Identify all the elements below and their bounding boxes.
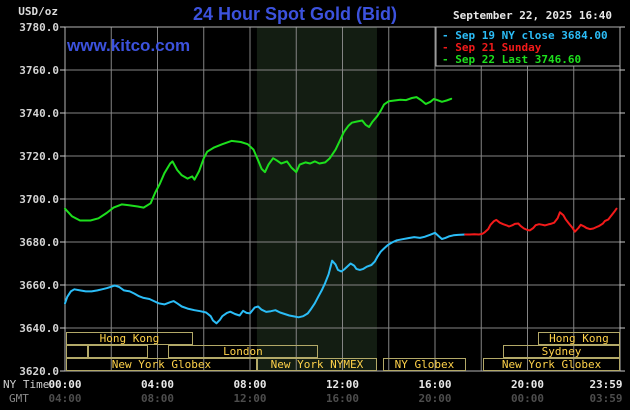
legend-item: - Sep 19 NY close 3684.00 xyxy=(442,29,608,42)
ny-time-tick: 23:59 xyxy=(589,378,623,391)
gmt-tick: 00:00 xyxy=(510,392,545,405)
legend-item: - Sep 22 Last 3746.60 xyxy=(442,53,582,66)
gmt-tick: 12:00 xyxy=(233,392,267,405)
legend-box xyxy=(435,26,621,67)
session-box-new-york-globex: New York Globex xyxy=(65,358,257,371)
legend-item: - Sep 21 Sunday xyxy=(442,41,542,54)
session-label: NY Globex xyxy=(394,358,455,371)
gmt-tick: 16:00 xyxy=(325,392,360,405)
chart-datetime: September 22, 2025 16:40 xyxy=(453,9,612,22)
session-box-london: London xyxy=(167,345,318,358)
session-label: Hong Kong xyxy=(549,332,609,345)
price-line-sep-19-ny-close xyxy=(64,231,467,325)
session-label: New York Globex xyxy=(501,358,602,371)
ny-time-axis-label: NY Time xyxy=(3,378,50,391)
session-box-new-york-globex: New York Globex xyxy=(483,358,620,371)
gmt-tick: 03:59 xyxy=(589,392,623,405)
gmt-tick: 20:00 xyxy=(418,392,452,405)
page-title: 24 Hour Spot Gold (Bid) xyxy=(193,4,397,24)
price-line-sep-22-last xyxy=(64,96,453,222)
session-label: New York NYMEX xyxy=(270,358,364,371)
y-axis-label: 3760.0 xyxy=(19,64,59,77)
kitco-watermark-link[interactable]: www.kitco.com xyxy=(67,36,191,55)
gmt-tick: 04:00 xyxy=(48,392,82,405)
session-box-ny-globex: NY Globex xyxy=(382,358,466,371)
session-box-empty xyxy=(65,345,88,358)
y-axis-label: 3780.0 xyxy=(19,21,59,34)
y-axis-label: 3640.0 xyxy=(19,322,59,335)
y-axis-units-label: USD/oz xyxy=(18,5,58,18)
y-axis-label: 3740.0 xyxy=(19,107,59,120)
ny-time-tick: 12:00 xyxy=(325,378,360,391)
gmt-tick: 08:00 xyxy=(140,392,175,405)
session-label: Sydney xyxy=(541,345,582,358)
ny-time-tick: 04:00 xyxy=(140,378,175,391)
session-box-hong-kong: Hong Kong xyxy=(537,332,620,345)
y-axis-label: 3660.0 xyxy=(19,279,59,292)
session-label: New York Globex xyxy=(111,358,212,371)
price-line-sep-21-sunday xyxy=(464,207,618,236)
session-box-sydney: Sydney xyxy=(502,345,620,358)
y-axis-label: 3680.0 xyxy=(19,236,59,249)
ny-time-tick: 00:00 xyxy=(48,378,82,391)
session-label: London xyxy=(223,345,263,358)
y-axis-label: 3620.0 xyxy=(19,365,59,378)
ny-time-tick: 20:00 xyxy=(510,378,545,391)
session-box-empty xyxy=(87,345,149,358)
session-label: Hong Kong xyxy=(99,332,160,345)
ny-time-tick: 08:00 xyxy=(233,378,267,391)
ny-time-tick: 16:00 xyxy=(418,378,452,391)
session-box-hong-kong: Hong Kong xyxy=(65,332,193,345)
y-axis-label: 3720.0 xyxy=(19,150,59,163)
session-box-new-york-nymex: New York NYMEX xyxy=(256,358,377,371)
gmt-axis-label: GMT xyxy=(9,392,29,405)
y-axis-label: 3700.0 xyxy=(19,193,59,206)
